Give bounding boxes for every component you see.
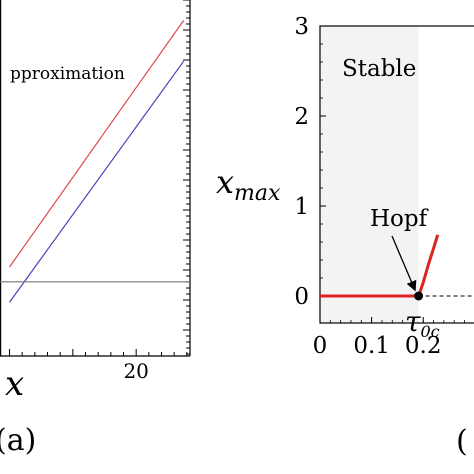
panel-b-tau-label: τ0c [405, 305, 440, 341]
panel-b-frame [319, 25, 474, 324]
panel-b-stable-label: Stable [342, 56, 416, 82]
panel-a-series-line-1 [9, 60, 185, 303]
panel-b-y-tick-label: 3 [294, 14, 309, 40]
panel-b-tau-symbol: τ [405, 305, 421, 338]
panel-b-y-label-sub: max [234, 181, 281, 206]
panel-b-y-axis-label: xmax [216, 163, 281, 206]
panel-a-legend-text: pproximation [10, 64, 125, 84]
panel-b-label: ( [456, 424, 468, 459]
panel-a-series-line-0 [9, 20, 185, 268]
panel-b-series [320, 234, 440, 298]
panel-a-label: (a) [0, 423, 36, 458]
panel-a-minor-ticks [9, 0, 190, 356]
panel-b-y-tick-labels: 0 1 2 3 [294, 14, 309, 310]
panel-b-tau-subscript: 0c [421, 322, 440, 341]
panel-b-x-tick-label: 0 [313, 333, 328, 359]
panel-b-hopf-point [414, 291, 424, 301]
panel-a-series [0, 20, 190, 303]
panel-b-y-label-base: x [216, 163, 234, 201]
panel-b-stable-region [320, 26, 419, 323]
panel-b-y-tick-label: 0 [294, 284, 309, 310]
panel-b-x-tick-label: 0.2 [405, 333, 442, 359]
panel-a-x-tick-label: 20 [123, 359, 148, 383]
panel-a-x-axis-label: x [5, 364, 24, 404]
panel-b-hopf-arrow [391, 235, 417, 292]
panel-b-x-tick-labels: 0 0.1 0.2 [313, 333, 442, 359]
panel-b-series-line-0 [320, 234, 440, 298]
panel-a: 20 pproximation x (a) [0, 0, 191, 458]
panel-b: 0 1 2 3 0 0.1 0.2 Stable Hopf τ0c xmax ( [216, 14, 474, 459]
panel-b-x-tick-label: 0.1 [353, 333, 390, 359]
panel-b-y-tick-label: 1 [294, 194, 309, 220]
panel-a-x-tick-labels: 20 [123, 359, 148, 383]
panel-b-hopf-label: Hopf [370, 206, 429, 232]
panel-b-y-tick-label: 2 [294, 104, 309, 130]
